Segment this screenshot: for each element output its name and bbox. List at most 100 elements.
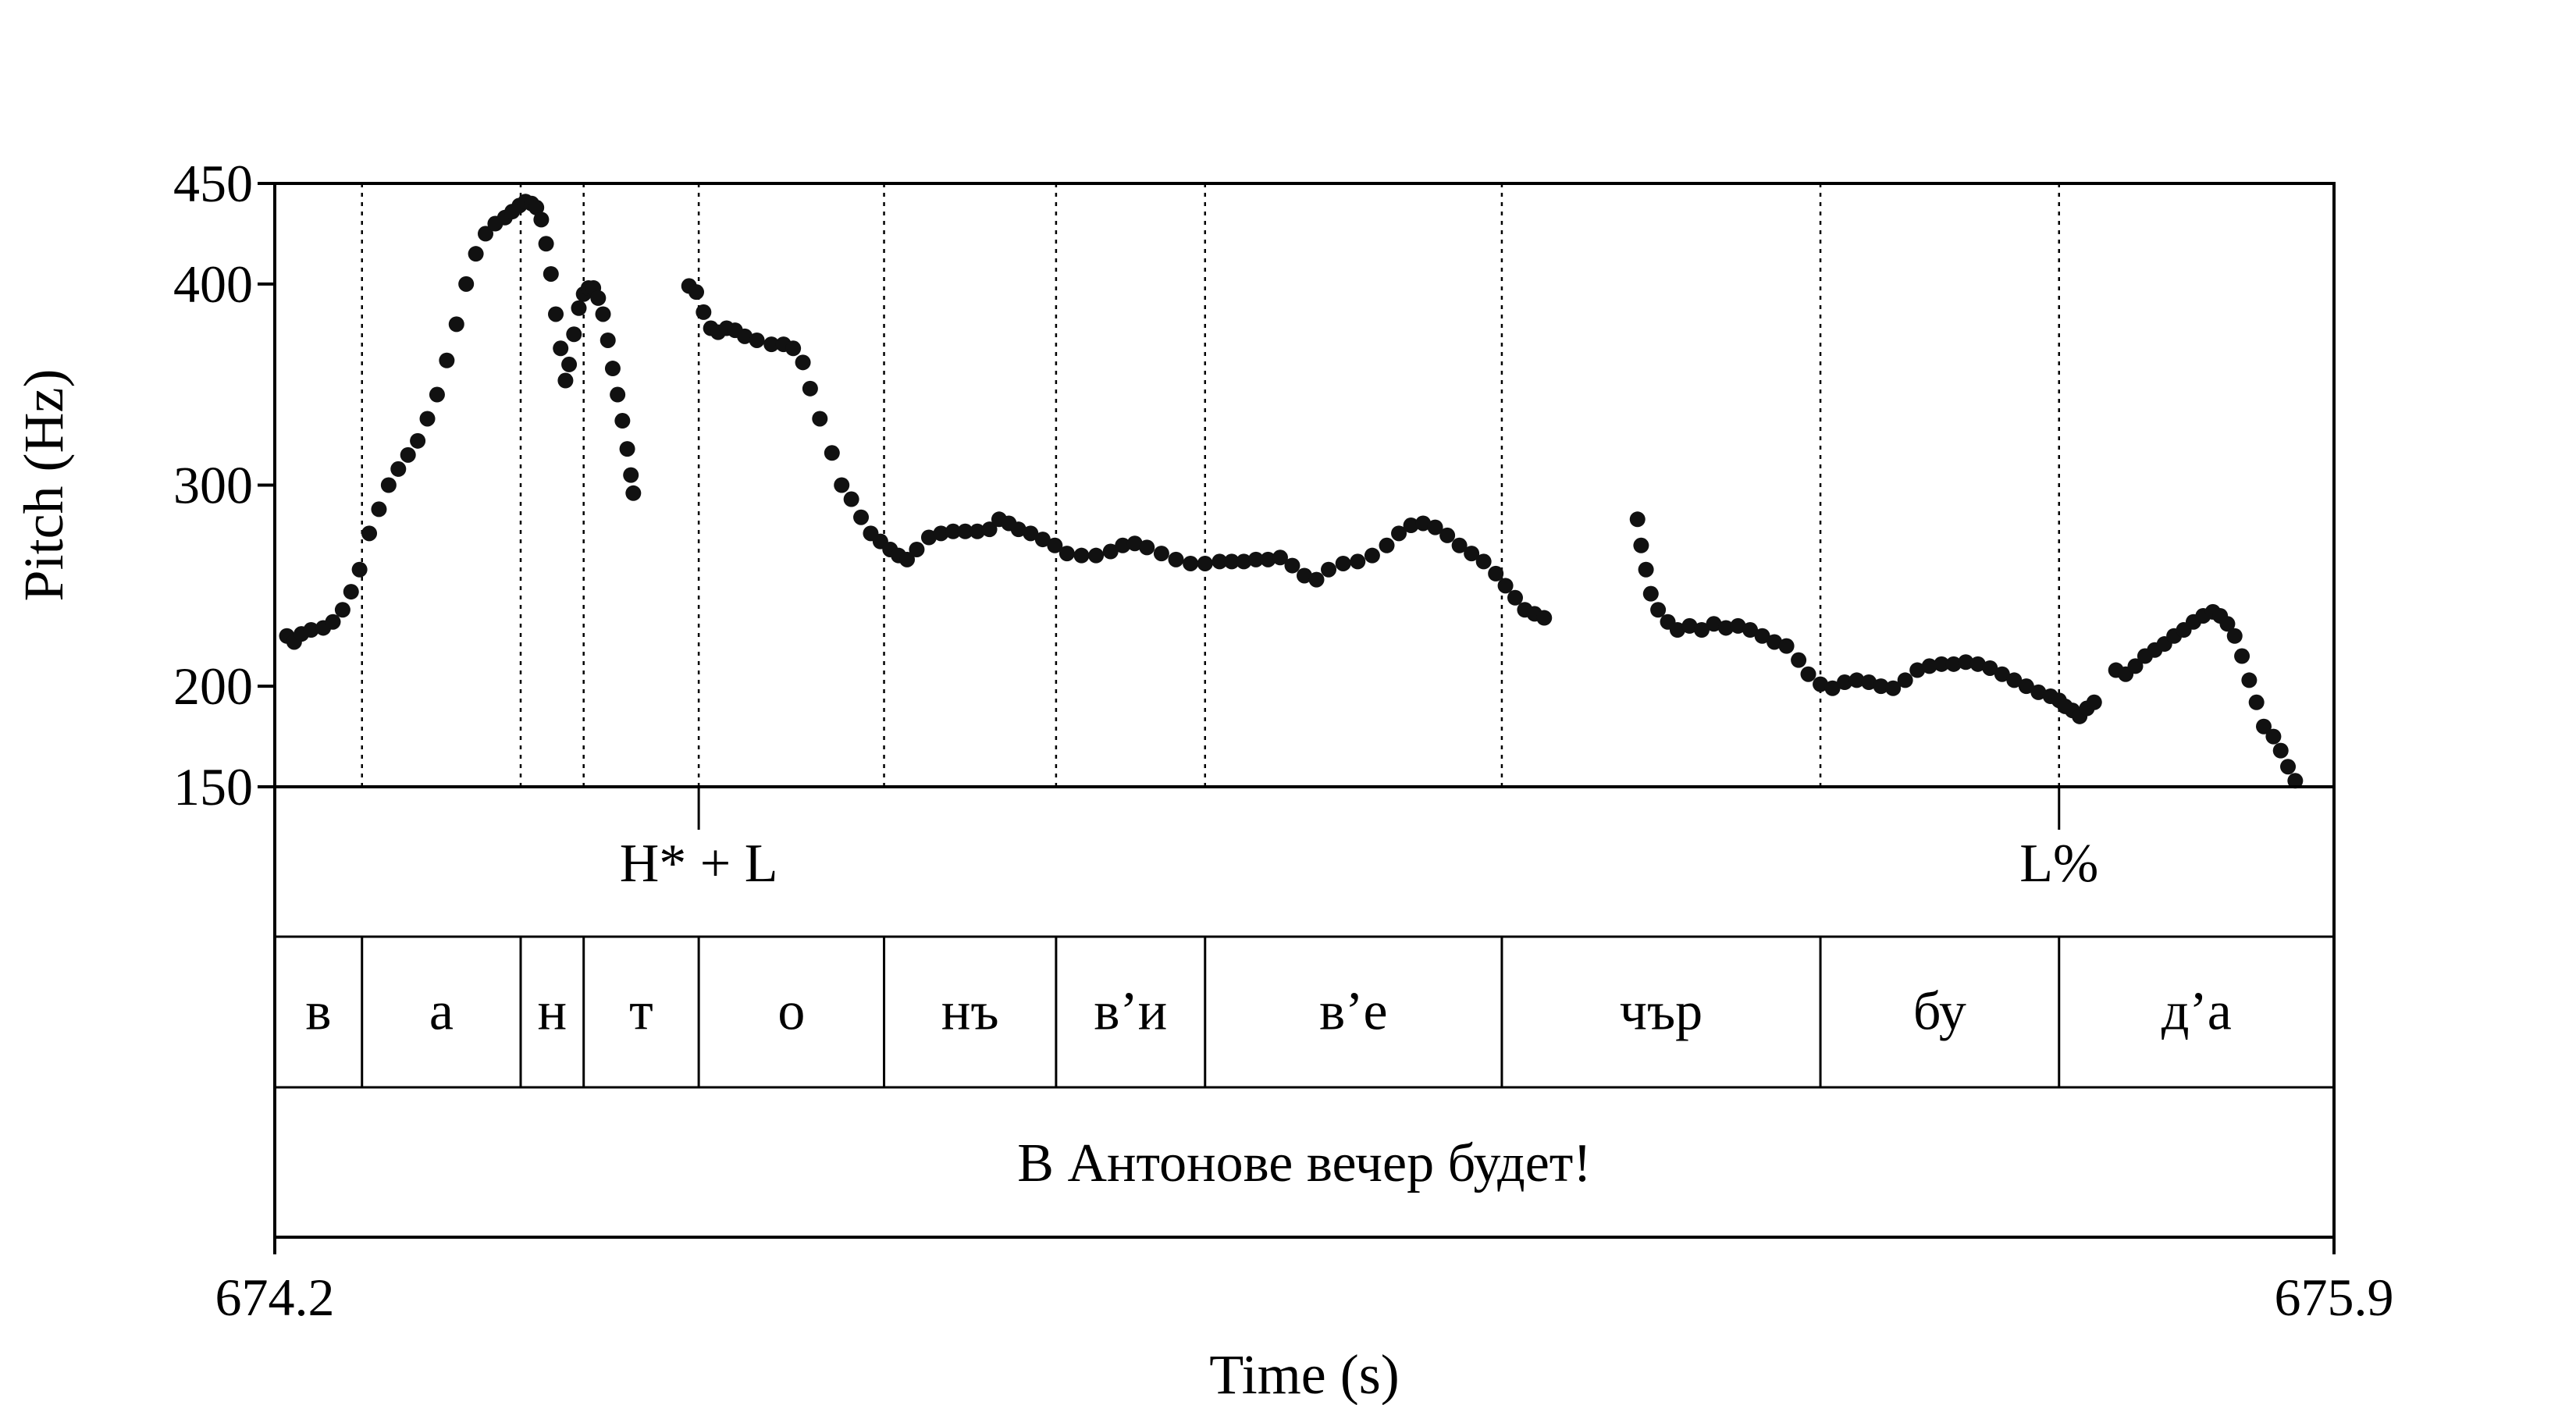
pitch-point — [2127, 658, 2144, 674]
pitch-point — [945, 523, 961, 539]
pitch-point — [2086, 694, 2102, 710]
pitch-point — [1706, 616, 1722, 632]
pitch-point — [604, 361, 621, 377]
segment-boundary-lines — [361, 183, 2060, 787]
pitch-point — [749, 332, 765, 348]
pitch-point — [1439, 527, 1456, 543]
pitch-point — [843, 491, 859, 507]
pitch-point — [1102, 543, 1119, 560]
pitch-point — [1958, 654, 1974, 670]
pitch-point — [1536, 610, 1553, 626]
pitch-point — [795, 354, 811, 371]
y-tick-label: 450 — [173, 154, 253, 213]
pitch-point — [1059, 546, 1075, 562]
segment-label: чър — [1620, 982, 1703, 1042]
pitch-point — [1335, 555, 1351, 571]
pitch-point — [1629, 511, 1646, 528]
segment-label: о — [777, 982, 805, 1042]
pitch-point — [1681, 617, 1698, 634]
pitch-point — [478, 226, 494, 242]
pitch-point — [1223, 553, 1240, 570]
pitch-point — [553, 340, 569, 357]
pitch-point — [1247, 551, 1264, 567]
pitch-point — [1464, 546, 1480, 562]
pitch-point — [595, 306, 611, 322]
pitch-point — [2018, 678, 2034, 695]
pitch-point — [1897, 672, 1913, 688]
pitch-point — [1638, 561, 1654, 578]
pitch-point — [419, 411, 436, 427]
pitch-point — [1139, 539, 1155, 556]
pitch-point — [1800, 666, 1816, 682]
pitch-point — [1403, 518, 1419, 534]
pitch-point — [468, 246, 484, 262]
pitch-point — [2234, 648, 2250, 664]
pitch-point — [390, 461, 407, 477]
pitch-point — [1321, 561, 1337, 578]
pitch-point — [557, 372, 574, 389]
pitch-point — [1742, 622, 1759, 638]
pitch-point — [853, 509, 870, 525]
segment-label: в’е — [1319, 982, 1387, 1042]
pitch-point — [1885, 680, 1902, 696]
pitch-point — [1921, 658, 1937, 674]
pitch-point — [1934, 656, 1950, 672]
pitch-point — [1669, 622, 1685, 638]
pitch-point — [899, 551, 916, 567]
pitch-point — [2030, 684, 2047, 700]
pitch-point — [439, 352, 455, 368]
segment-label: д’а — [2161, 982, 2232, 1042]
pitch-point — [1861, 674, 1877, 691]
pitch-point — [2255, 718, 2272, 735]
pitch-point — [528, 199, 545, 215]
pitch-point — [380, 477, 397, 493]
pitch-point — [351, 561, 368, 578]
pitch-point — [1633, 537, 1649, 553]
pitch-point — [619, 441, 635, 457]
pitch-point — [981, 521, 998, 538]
pitch-point — [1153, 546, 1169, 562]
pitch-point — [1994, 666, 2010, 682]
pitch-point — [1047, 537, 1063, 553]
pitch-point — [1909, 662, 1926, 678]
pitch-point — [970, 523, 986, 539]
pitch-point — [957, 523, 973, 539]
pitch-point — [1693, 622, 1710, 638]
pitch-point — [1718, 620, 1735, 636]
pitch-point — [623, 467, 639, 483]
pitch-point — [1873, 678, 1889, 695]
pitch-point — [1260, 551, 1276, 567]
pitch-point — [600, 332, 616, 348]
sentence-label: В Антонове вечер будет! — [1017, 1133, 1591, 1193]
y-axis-title: Pitch (Hz) — [12, 369, 75, 602]
pitch-point — [538, 236, 554, 252]
y-tick-label: 300 — [173, 456, 253, 515]
pitch-point — [371, 501, 387, 518]
y-tick-label: 150 — [173, 757, 253, 816]
pitch-point — [1969, 656, 1986, 672]
pitch-point — [1837, 674, 1853, 691]
pitch-point — [1088, 547, 1105, 564]
pitch-point — [909, 541, 925, 557]
pitch-point — [2226, 628, 2243, 644]
pitch-point — [614, 413, 631, 429]
segment-label: в — [305, 982, 331, 1042]
pitch-point — [325, 614, 341, 630]
pitch-point — [696, 304, 712, 320]
pitch-point — [625, 485, 642, 501]
pitch-point — [361, 525, 378, 542]
segment-label: бу — [1913, 982, 1966, 1042]
pitch-point — [1236, 553, 1252, 570]
pitch-point — [1168, 551, 1184, 567]
pitch-point — [2241, 672, 2258, 688]
pitch-point — [2272, 742, 2289, 759]
pitch-point — [1507, 589, 1524, 606]
pitch-point — [410, 432, 426, 449]
pitch-point — [533, 212, 550, 228]
pitch-point — [343, 584, 359, 600]
pitch-point — [2265, 728, 2282, 745]
pitch-point — [2248, 694, 2265, 710]
pitch-point — [610, 386, 626, 403]
pitch-point — [1982, 660, 1998, 676]
pitch-point — [1115, 537, 1131, 553]
